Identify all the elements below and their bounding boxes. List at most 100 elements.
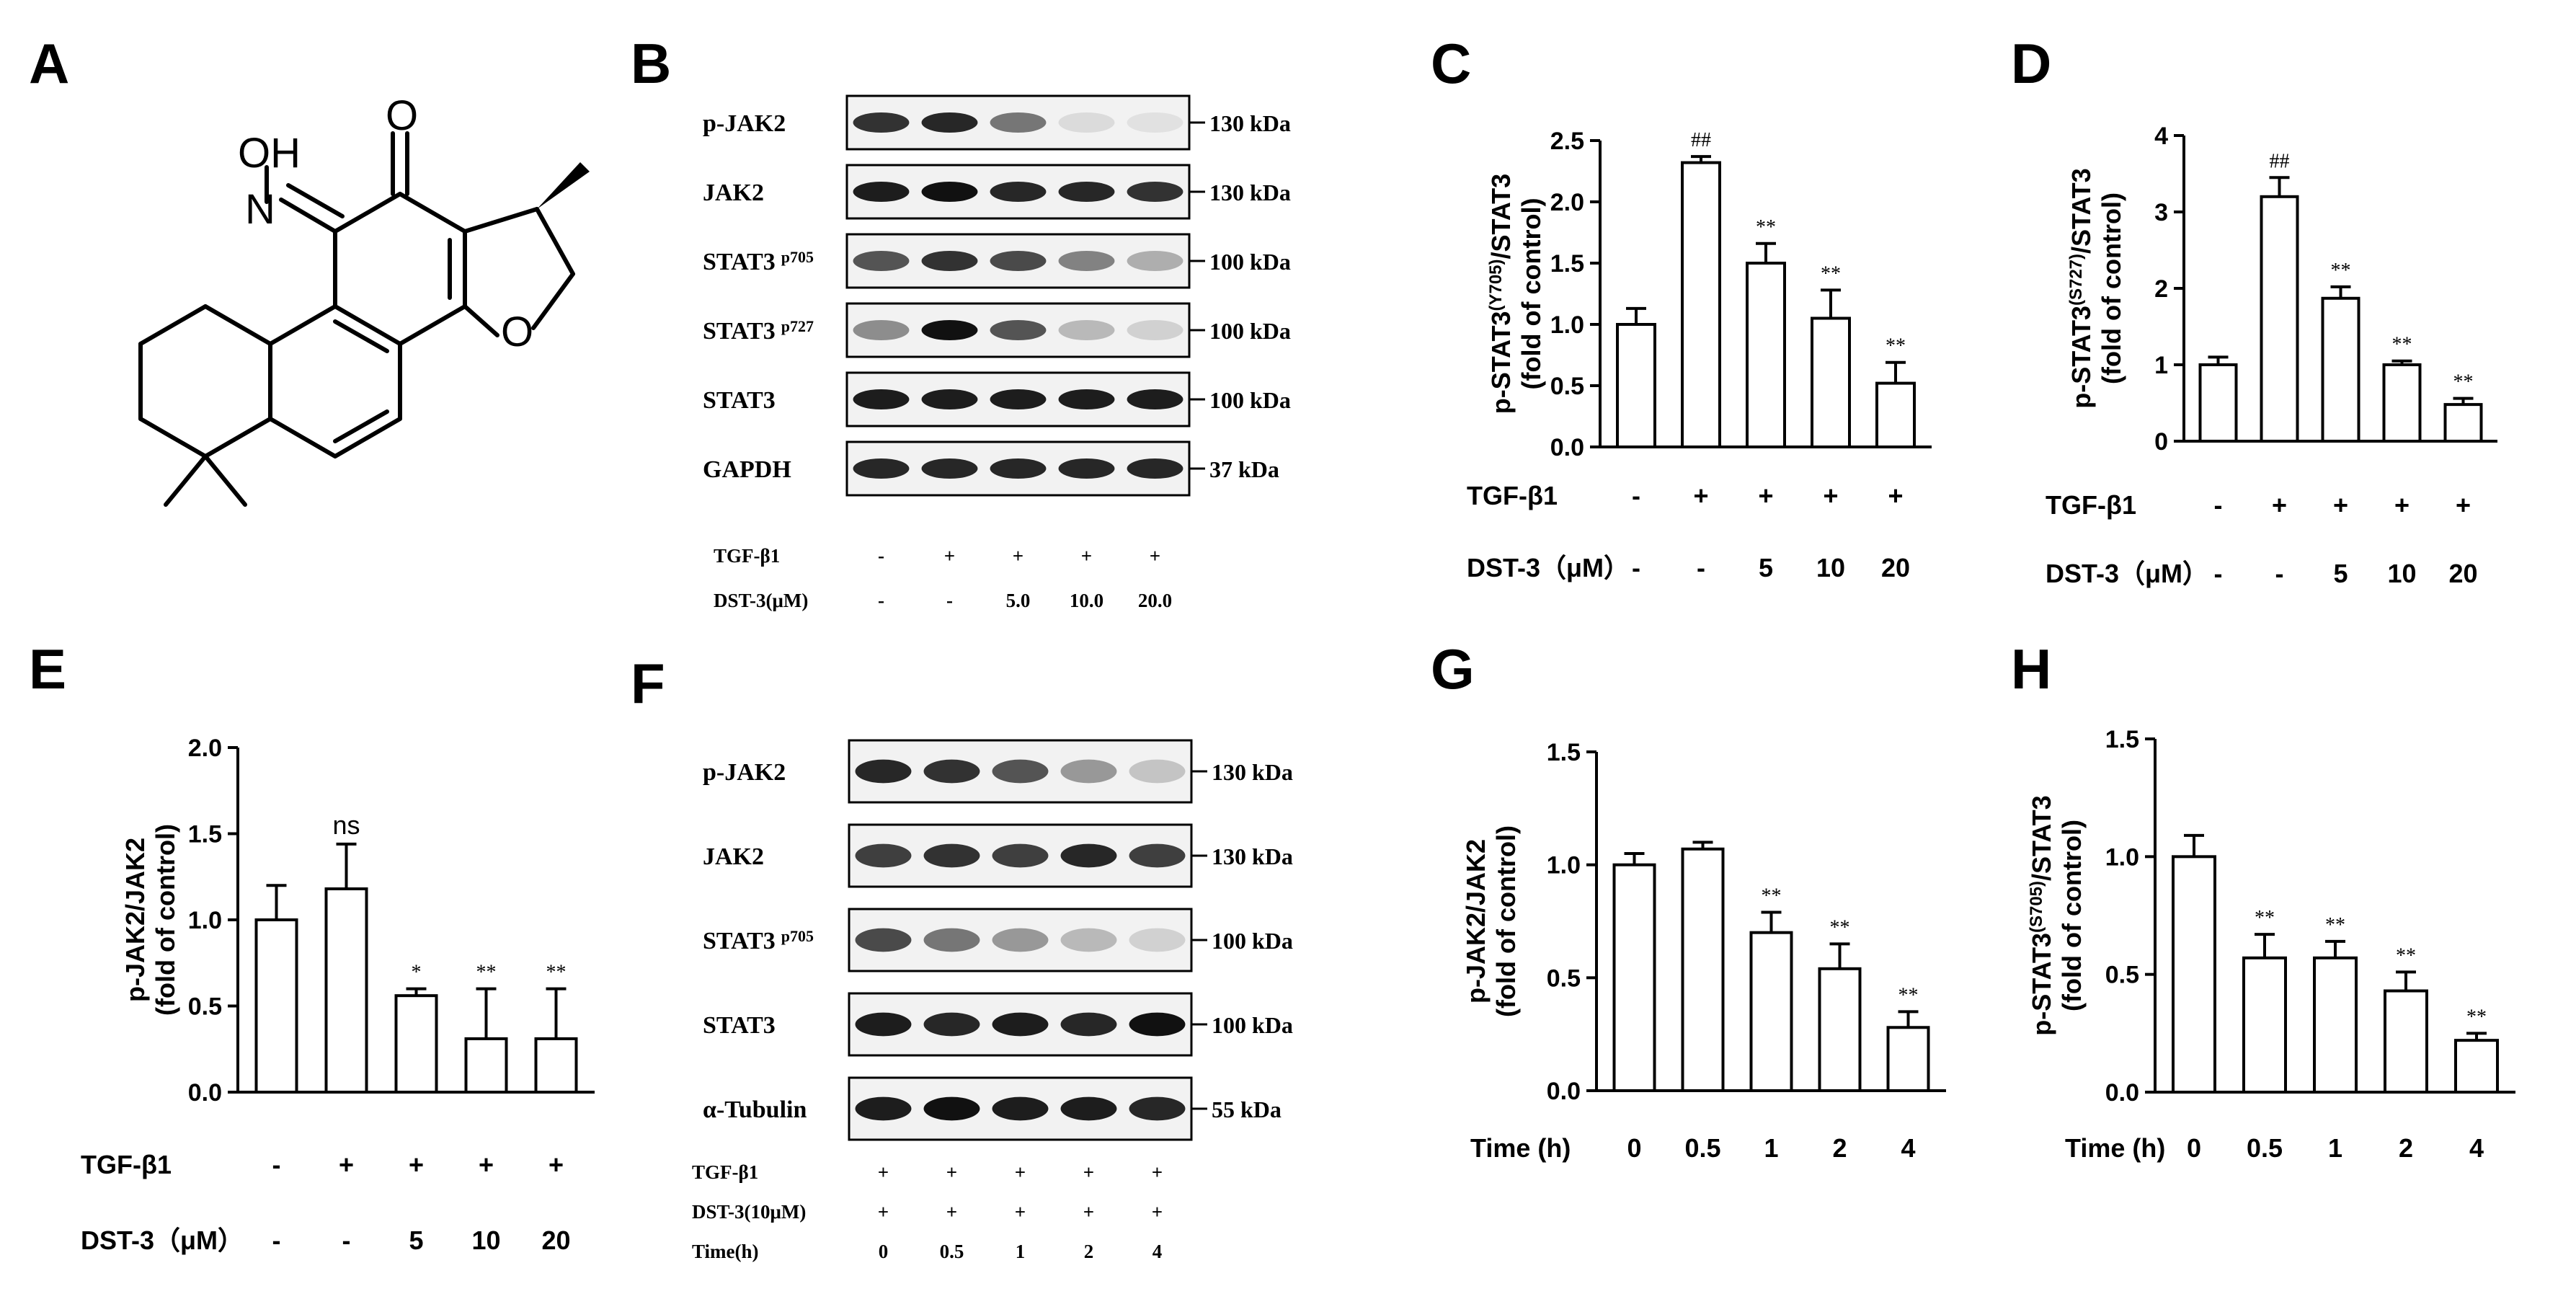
y-tick-label: 3 xyxy=(2154,199,2168,226)
molecular-weight-label: 100 kDa xyxy=(1209,318,1291,344)
blot-row-label: STAT3 p705 xyxy=(703,927,814,954)
significance-marker: ** xyxy=(2396,944,2416,967)
blot-condition-label: DST-3(μM) xyxy=(714,590,808,611)
bar xyxy=(2454,1039,2499,1094)
blot-band xyxy=(1060,1012,1117,1037)
blot-row-label: STAT3 xyxy=(703,387,776,414)
y-axis-label: p-JAK2/JAK2 xyxy=(120,838,150,1002)
blot-band xyxy=(923,759,980,784)
blot-band xyxy=(1060,928,1117,952)
chart-panel-h: 0.0 0.5 1.0 1.5 p-STAT3(S705)/STAT3 (fold of … xyxy=(2027,726,2515,1163)
condition-value: + xyxy=(1693,481,1708,510)
significance-marker: ** xyxy=(1886,335,1906,358)
blot-band xyxy=(923,1096,980,1121)
panel-letter-h: H xyxy=(2011,637,2051,701)
significance-marker: ns xyxy=(332,810,360,840)
significance-marker: ** xyxy=(1898,984,1919,1006)
condition-label: TGF-β1 xyxy=(81,1150,172,1179)
condition-value: - xyxy=(2214,490,2223,520)
blot-row-label: STAT3 xyxy=(703,1012,776,1039)
blot-protein-name: JAK2 xyxy=(703,179,764,206)
condition-label: Time (h) xyxy=(2065,1133,2165,1163)
significance-marker: ** xyxy=(2392,334,2412,356)
blot-row: p-JAK2 130 kDa xyxy=(703,739,1293,804)
blot-row: STAT3 p705 100 kDa xyxy=(703,233,1291,289)
condition-value: + xyxy=(1758,481,1773,510)
bar xyxy=(1612,863,1656,1092)
blot-band xyxy=(1127,319,1183,341)
y-axis-label: p-STAT3(Y705)/STAT3 xyxy=(1486,174,1516,414)
y-axis-label: p-STAT3(S727)/STAT3 xyxy=(2066,168,2096,408)
condition-value: 5 xyxy=(409,1225,423,1255)
blot-row-label: p-JAK2 xyxy=(703,110,786,137)
molecular-weight-label: 55 kDa xyxy=(1212,1096,1282,1122)
condition-value: - xyxy=(1697,553,1705,582)
y-tick-label: 1.5 xyxy=(2105,726,2139,753)
bar xyxy=(2313,956,2358,1094)
y-tick-label: 0.0 xyxy=(1547,1078,1581,1105)
blot-row-label: p-JAK2 xyxy=(703,759,786,786)
condition-value: - xyxy=(342,1225,351,1255)
blot-band xyxy=(853,458,910,479)
blot-band xyxy=(921,112,978,133)
blot-band xyxy=(1129,928,1186,952)
blot-band xyxy=(1127,389,1183,410)
blot-band xyxy=(992,759,1049,784)
blot-condition-value: + xyxy=(1083,1161,1094,1183)
blot-condition-label: TGF-β1 xyxy=(714,545,780,567)
molecular-weight-label: 100 kDa xyxy=(1212,1012,1293,1038)
blot-condition-value: 5.0 xyxy=(1006,590,1031,611)
blot-band xyxy=(855,928,912,952)
blot-band xyxy=(990,389,1047,410)
y-axis-label-unit: (fold of control) xyxy=(2057,820,2087,1011)
condition-value: + xyxy=(548,1150,564,1179)
significance-marker: ** xyxy=(1830,916,1850,939)
condition-value: + xyxy=(2394,490,2410,520)
condition-value: 4 xyxy=(2469,1133,2484,1163)
blot-condition-value: + xyxy=(878,1161,889,1183)
panel-letter-b: B xyxy=(631,32,671,95)
bar xyxy=(2384,989,2428,1094)
blot-band xyxy=(855,1096,912,1121)
blot-row-label: GAPDH xyxy=(703,456,791,483)
blot-condition-label: Time(h) xyxy=(692,1241,759,1262)
blot-condition-value: + xyxy=(878,1201,889,1223)
y-tick-label: 0.5 xyxy=(188,993,222,1021)
blot-band xyxy=(990,181,1047,203)
blot-protein-name: α-Tubulin xyxy=(703,1096,807,1123)
bar xyxy=(1746,262,1786,448)
blot-band xyxy=(1060,843,1117,868)
molecular-weight-label: 100 kDa xyxy=(1212,928,1293,954)
bar xyxy=(2382,363,2422,443)
condition-value: 10 xyxy=(1816,553,1845,582)
blot-row-label: JAK2 xyxy=(703,179,764,206)
blot-row: STAT3 p727 100 kDa xyxy=(703,302,1291,358)
y-tick-label: 0 xyxy=(2154,428,2168,456)
bar xyxy=(394,994,438,1094)
bar xyxy=(2242,956,2287,1094)
y-tick-label: 1.0 xyxy=(188,907,222,934)
significance-marker: ** xyxy=(2255,907,2275,929)
blot-phospho-site: p705 xyxy=(781,248,814,266)
blot-condition-value: 10.0 xyxy=(1070,590,1103,611)
bar xyxy=(2443,403,2483,443)
y-tick-label: 0.0 xyxy=(1550,434,1584,461)
condition-value: - xyxy=(2275,559,2284,588)
blot-condition-value: 0.5 xyxy=(940,1241,964,1262)
blot-band xyxy=(1129,759,1186,784)
condition-value: + xyxy=(1823,481,1838,510)
condition-value: + xyxy=(2456,490,2471,520)
blot-band xyxy=(1058,389,1115,410)
blot-row: p-JAK2 130 kDa xyxy=(703,94,1291,151)
bar xyxy=(1818,967,1862,1093)
chart-panel-c: 0.0 0.5 1.0 1.5 2.0 2.5 p-STAT3(Y705)/STAT3 (fo… xyxy=(1467,128,1932,582)
y-axis-label-unit: (fold of control) xyxy=(2097,192,2126,384)
condition-value: 0.5 xyxy=(1684,1133,1720,1163)
condition-value: 0 xyxy=(2187,1133,2201,1163)
blot-band xyxy=(1058,181,1115,203)
condition-value: 0.5 xyxy=(2247,1133,2283,1163)
blot-row: JAK2 130 kDa xyxy=(703,164,1291,220)
blot-band xyxy=(921,458,978,479)
condition-label: DST-3（μM） xyxy=(81,1225,244,1255)
y-axis-label: p-JAK2/JAK2 xyxy=(1461,839,1491,1003)
